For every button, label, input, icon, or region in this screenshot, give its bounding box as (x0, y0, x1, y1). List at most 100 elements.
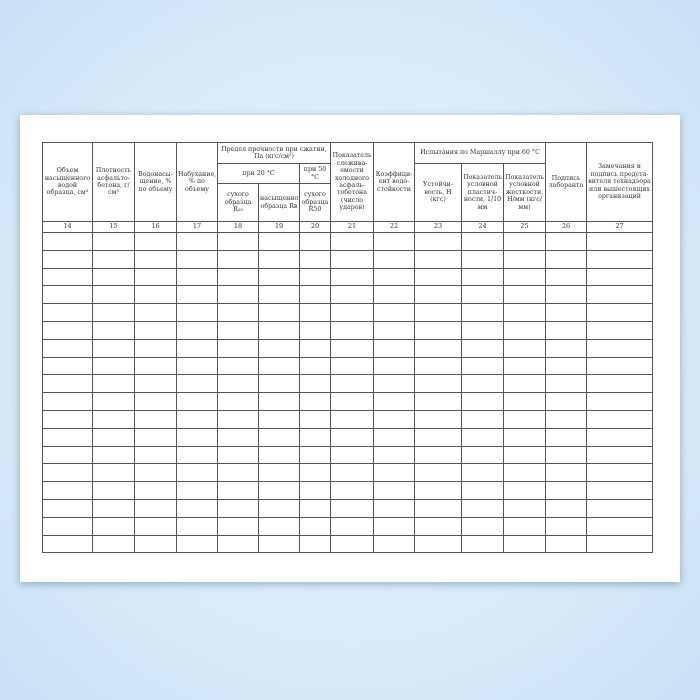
empty-cell[interactable] (299, 498, 331, 518)
empty-cell[interactable] (414, 356, 462, 376)
empty-cell[interactable] (373, 303, 415, 322)
empty-cell[interactable] (586, 516, 654, 536)
empty-cell[interactable] (134, 285, 177, 305)
empty-cell[interactable] (502, 356, 547, 376)
empty-cell[interactable] (176, 516, 218, 536)
empty-cell[interactable] (373, 285, 415, 305)
empty-cell[interactable] (373, 427, 415, 447)
empty-cell[interactable] (373, 356, 415, 376)
empty-cell[interactable] (586, 249, 654, 269)
empty-cell[interactable] (92, 285, 135, 305)
empty-cell[interactable] (176, 409, 218, 429)
empty-cell[interactable] (176, 392, 218, 411)
empty-cell[interactable] (502, 481, 547, 500)
empty-cell[interactable] (134, 481, 177, 500)
empty-cell[interactable] (217, 356, 259, 376)
empty-cell[interactable] (42, 285, 93, 305)
empty-cell[interactable] (373, 463, 415, 483)
empty-cell[interactable] (42, 534, 93, 554)
empty-cell[interactable] (502, 285, 547, 305)
empty-cell[interactable] (42, 303, 93, 322)
empty-cell[interactable] (414, 445, 462, 465)
empty-cell[interactable] (461, 249, 504, 269)
empty-cell[interactable] (92, 232, 135, 251)
empty-cell[interactable] (42, 427, 93, 447)
empty-cell[interactable] (545, 409, 588, 429)
empty-cell[interactable] (258, 409, 300, 429)
empty-cell[interactable] (586, 374, 654, 394)
empty-cell[interactable] (92, 409, 135, 429)
empty-cell[interactable] (414, 232, 462, 251)
empty-cell[interactable] (373, 481, 415, 500)
empty-cell[interactable] (134, 463, 177, 483)
empty-cell[interactable] (299, 232, 331, 251)
empty-cell[interactable] (217, 267, 259, 287)
empty-cell[interactable] (134, 409, 177, 429)
empty-cell[interactable] (258, 374, 300, 394)
empty-cell[interactable] (586, 267, 654, 287)
empty-cell[interactable] (92, 249, 135, 269)
empty-cell[interactable] (330, 374, 374, 394)
empty-cell[interactable] (545, 320, 588, 340)
empty-cell[interactable] (414, 463, 462, 483)
empty-cell[interactable] (330, 285, 374, 305)
empty-cell[interactable] (545, 303, 588, 322)
empty-cell[interactable] (258, 498, 300, 518)
empty-cell[interactable] (373, 374, 415, 394)
empty-cell[interactable] (414, 285, 462, 305)
empty-cell[interactable] (258, 427, 300, 447)
empty-cell[interactable] (258, 392, 300, 411)
empty-cell[interactable] (299, 516, 331, 536)
empty-cell[interactable] (330, 356, 374, 376)
empty-cell[interactable] (330, 445, 374, 465)
empty-cell[interactable] (502, 409, 547, 429)
empty-cell[interactable] (134, 374, 177, 394)
empty-cell[interactable] (92, 534, 135, 554)
empty-cell[interactable] (461, 232, 504, 251)
empty-cell[interactable] (258, 481, 300, 500)
empty-cell[interactable] (258, 516, 300, 536)
empty-cell[interactable] (176, 320, 218, 340)
empty-cell[interactable] (258, 534, 300, 554)
empty-cell[interactable] (502, 534, 547, 554)
empty-cell[interactable] (373, 392, 415, 411)
empty-cell[interactable] (42, 320, 93, 340)
empty-cell[interactable] (258, 249, 300, 269)
empty-cell[interactable] (176, 481, 218, 500)
empty-cell[interactable] (176, 498, 218, 518)
empty-cell[interactable] (42, 516, 93, 536)
empty-cell[interactable] (502, 232, 547, 251)
empty-cell[interactable] (299, 285, 331, 305)
empty-cell[interactable] (461, 303, 504, 322)
empty-cell[interactable] (586, 232, 654, 251)
empty-cell[interactable] (217, 320, 259, 340)
empty-cell[interactable] (217, 498, 259, 518)
empty-cell[interactable] (414, 249, 462, 269)
empty-cell[interactable] (217, 249, 259, 269)
empty-cell[interactable] (134, 303, 177, 322)
empty-cell[interactable] (299, 267, 331, 287)
empty-cell[interactable] (176, 232, 218, 251)
empty-cell[interactable] (134, 445, 177, 465)
empty-cell[interactable] (258, 338, 300, 358)
empty-cell[interactable] (258, 463, 300, 483)
empty-cell[interactable] (545, 356, 588, 376)
empty-cell[interactable] (502, 320, 547, 340)
empty-cell[interactable] (42, 267, 93, 287)
empty-cell[interactable] (330, 534, 374, 554)
empty-cell[interactable] (330, 303, 374, 322)
empty-cell[interactable] (373, 409, 415, 429)
empty-cell[interactable] (373, 249, 415, 269)
empty-cell[interactable] (461, 409, 504, 429)
empty-cell[interactable] (586, 303, 654, 322)
empty-cell[interactable] (217, 232, 259, 251)
empty-cell[interactable] (134, 320, 177, 340)
empty-cell[interactable] (461, 498, 504, 518)
empty-cell[interactable] (299, 463, 331, 483)
empty-cell[interactable] (258, 267, 300, 287)
empty-cell[interactable] (217, 516, 259, 536)
empty-cell[interactable] (92, 320, 135, 340)
empty-cell[interactable] (461, 481, 504, 500)
empty-cell[interactable] (299, 481, 331, 500)
empty-cell[interactable] (502, 249, 547, 269)
